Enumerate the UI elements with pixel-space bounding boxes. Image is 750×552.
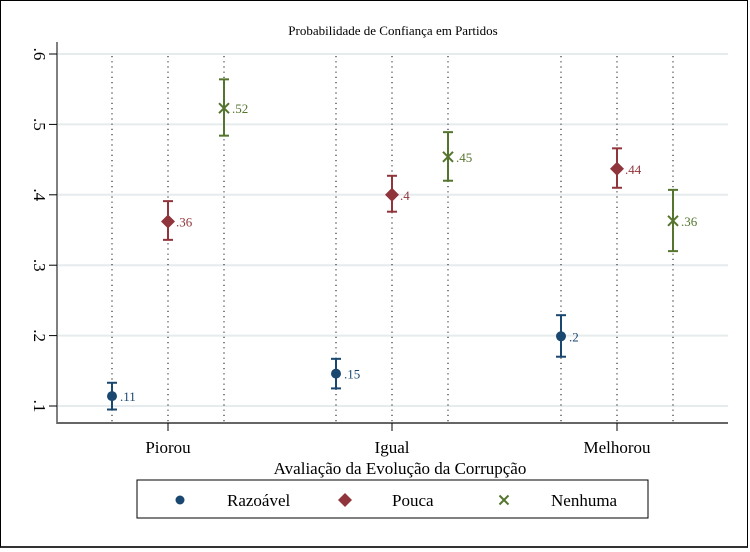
data-label: .45	[456, 150, 472, 165]
marker-circle	[175, 495, 185, 505]
vertical-guides	[111, 56, 674, 423]
marker-x-stroke	[498, 494, 510, 506]
data-label: .11	[120, 389, 136, 404]
marker-x-stroke	[667, 215, 679, 227]
marker-circle	[107, 391, 117, 402]
legend-box	[136, 479, 649, 519]
marker-x	[667, 215, 679, 227]
marker-x	[498, 494, 510, 506]
y-tick-label: .5	[30, 118, 49, 131]
legend-item-razoável: Razoável	[175, 491, 291, 510]
x-axis-label: Avaliação da Evolução da Corrupção	[274, 459, 527, 478]
y-tick-label: .1	[30, 400, 49, 413]
data-label: .36	[176, 215, 193, 230]
y-tick-label: .2	[30, 329, 49, 342]
legend-label: Nenhuma	[551, 491, 618, 510]
marker-x-stroke	[218, 102, 230, 114]
marker-diamond	[610, 161, 624, 176]
y-tick-label: .4	[30, 188, 49, 201]
marker-x	[442, 151, 454, 163]
grid	[58, 53, 728, 407]
data-label: .44	[625, 162, 642, 177]
marker-circle	[556, 331, 566, 342]
marker-x	[218, 102, 230, 114]
y-tick-label: .6	[30, 48, 49, 61]
marks: .11 .15 .2 .36 .4 .44 .52 .45 .36	[107, 78, 698, 411]
x-tick-label: Igual	[375, 438, 410, 457]
x-tick-label: Melhorou	[583, 438, 651, 457]
legend-label: Razoável	[227, 491, 291, 510]
x-tick-label: Piorou	[145, 438, 191, 457]
marker-x-stroke	[442, 151, 454, 163]
y-tick-label: .3	[30, 259, 49, 272]
data-label: .15	[344, 367, 360, 382]
marker-diamond	[161, 214, 175, 229]
series-nenhuma: .52 .45 .36	[218, 78, 698, 253]
series-pouca: .36 .4 .44	[161, 147, 642, 241]
legend-item-pouca: Pouca	[338, 491, 434, 510]
data-label: .52	[232, 101, 248, 116]
series-razoável: .11 .15 .2	[107, 314, 579, 411]
marker-diamond	[338, 493, 352, 507]
legend-label: Pouca	[392, 491, 434, 510]
marker-diamond	[385, 187, 399, 202]
data-label: .4	[400, 188, 410, 203]
chart-title: Probabilidade de Confiança em Partidos	[288, 23, 497, 38]
legend: Razoável Pouca Nenhuma	[136, 479, 649, 519]
legend-item-nenhuma: Nenhuma	[498, 491, 618, 510]
data-label: .36	[681, 214, 698, 229]
marker-circle	[331, 368, 341, 379]
data-label: .2	[569, 329, 579, 344]
axes: .1 .2 .3 .4 .5 .6 Piorou Igual Melhorou	[30, 42, 728, 457]
